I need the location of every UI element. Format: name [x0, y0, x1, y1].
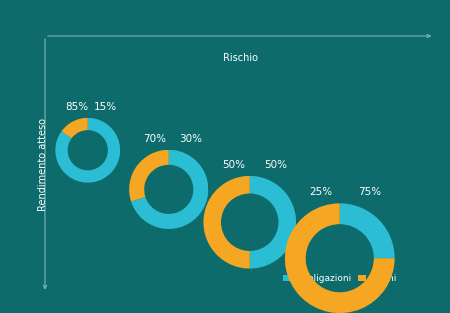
Text: 85%: 85% [65, 102, 88, 111]
Text: 70%: 70% [144, 134, 166, 143]
Wedge shape [285, 203, 395, 313]
Text: 75%: 75% [358, 187, 382, 197]
Wedge shape [203, 176, 250, 269]
Text: Rischio: Rischio [223, 53, 258, 63]
Text: 50%: 50% [222, 160, 245, 170]
Wedge shape [131, 150, 208, 229]
Wedge shape [55, 118, 120, 183]
Legend: Obbligazioni, Azioni: Obbligazioni, Azioni [280, 270, 400, 287]
Wedge shape [62, 118, 88, 138]
Text: 25%: 25% [309, 187, 332, 197]
Text: Rendimento atteso: Rendimento atteso [38, 118, 48, 211]
Wedge shape [129, 150, 169, 202]
Wedge shape [250, 176, 296, 269]
Text: 15%: 15% [94, 102, 117, 111]
Wedge shape [340, 203, 395, 258]
Text: 50%: 50% [264, 160, 287, 170]
Text: 30%: 30% [179, 134, 202, 143]
